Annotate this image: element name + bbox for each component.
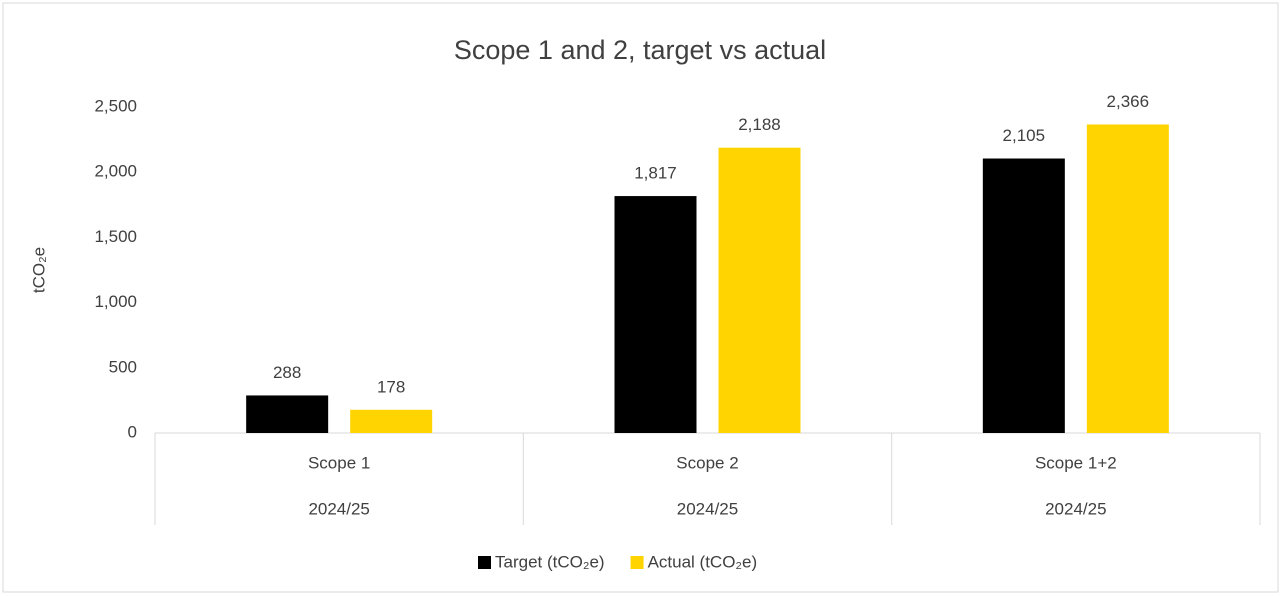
chart-title: Scope 1 and 2, target vs actual <box>454 35 826 65</box>
data-label: 2,188 <box>738 115 781 134</box>
legend-swatch <box>478 556 491 569</box>
legend-label: Actual (tCO₂e) <box>648 552 758 571</box>
y-tick-label: 0 <box>128 422 137 441</box>
data-label: 2,366 <box>1107 92 1150 111</box>
bar <box>246 395 329 433</box>
y-tick-label: 500 <box>109 357 137 376</box>
y-tick-label: 2,500 <box>94 96 137 115</box>
data-label: 1,817 <box>634 164 677 183</box>
bar <box>1086 124 1169 433</box>
y-tick-label: 2,000 <box>94 162 137 181</box>
x-group-label: 2024/25 <box>677 499 738 518</box>
y-tick-label: 1,500 <box>94 227 137 246</box>
legend-label: Target (tCO₂e) <box>495 552 605 571</box>
y-axis-label: tCO₂e <box>29 247 48 293</box>
y-tick-label: 1,000 <box>94 292 137 311</box>
data-label: 2,105 <box>1003 126 1046 145</box>
bar <box>982 158 1065 433</box>
legend-swatch <box>630 556 644 569</box>
bar <box>614 196 697 433</box>
x-group-label: 2024/25 <box>1045 499 1106 518</box>
bar <box>718 147 801 433</box>
x-tick-label: Scope 1+2 <box>1035 453 1117 472</box>
x-tick-label: Scope 2 <box>676 453 738 472</box>
x-tick-label: Scope 1 <box>308 453 370 472</box>
data-label: 178 <box>377 377 405 396</box>
x-group-label: 2024/25 <box>308 499 369 518</box>
bar <box>350 409 433 433</box>
data-label: 288 <box>273 363 301 382</box>
